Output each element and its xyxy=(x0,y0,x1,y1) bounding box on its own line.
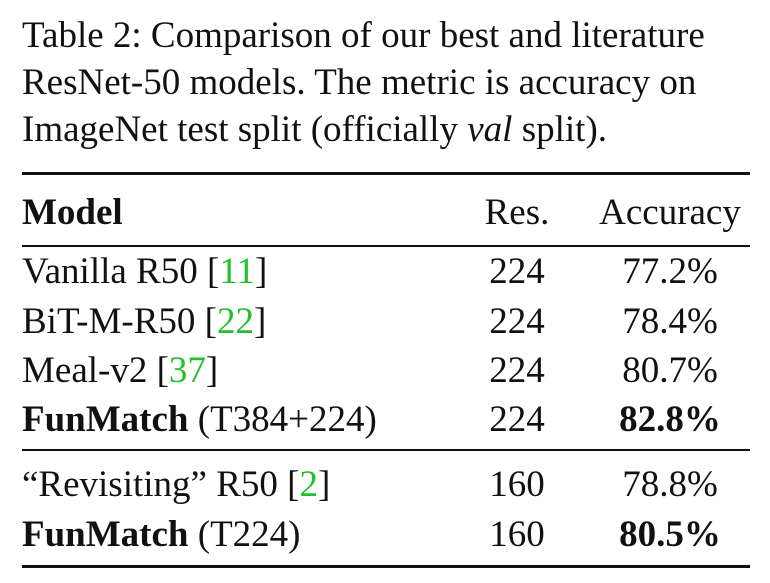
bracket-close: ] xyxy=(253,301,267,342)
citation-link[interactable]: 11 xyxy=(219,251,255,292)
model-cell: Vanilla R50 [11] xyxy=(22,248,267,296)
table-row: Meal-v2 [37] 224 80.7% xyxy=(22,347,750,395)
model-cell: “Revisiting” R50 [2] xyxy=(22,461,330,509)
group-rule xyxy=(22,449,750,451)
caption-line-1: Table 2: Comparison of our best and lite… xyxy=(22,15,705,56)
res-cell: 224 xyxy=(489,251,545,292)
caption-line-3: ImageNet test split (officially val spli… xyxy=(22,106,762,153)
accuracy-cell-best: 82.8% xyxy=(619,399,721,440)
top-rule xyxy=(22,172,750,175)
accuracy-cell: 80.7% xyxy=(622,350,718,391)
table-caption: Table 2: Comparison of our best and lite… xyxy=(22,12,762,153)
header-model: Model xyxy=(22,192,123,233)
res-cell: 160 xyxy=(489,514,545,555)
bracket-close: ] xyxy=(205,350,219,391)
bottom-rule xyxy=(22,565,750,568)
citation-link[interactable]: 37 xyxy=(168,350,206,391)
citation-link[interactable]: 2 xyxy=(299,464,318,505)
bracket-close: ] xyxy=(254,251,268,292)
model-name: BiT-M-R50 [ xyxy=(22,301,217,342)
bracket-close: ] xyxy=(317,464,331,505)
model-name: “Revisiting” R50 [ xyxy=(22,464,300,505)
caption-line-3-post: split). xyxy=(512,109,608,150)
accuracy-cell: 78.4% xyxy=(622,301,718,342)
accuracy-cell: 78.8% xyxy=(622,464,718,505)
table-row: FunMatch (T224) 160 80.5% xyxy=(22,511,750,559)
res-cell: 224 xyxy=(489,350,545,391)
caption-line-3-pre: ImageNet test split (officially xyxy=(22,109,468,150)
citation-link[interactable]: 22 xyxy=(216,301,254,342)
header-accuracy: Accuracy xyxy=(599,192,741,233)
res-cell: 160 xyxy=(489,464,545,505)
model-name-bold: FunMatch xyxy=(22,399,189,440)
model-variant: (T384+224) xyxy=(188,399,377,440)
header-res: Res. xyxy=(484,192,550,233)
model-cell: Meal-v2 [37] xyxy=(22,347,218,395)
header-rule xyxy=(22,245,750,247)
model-variant: (T224) xyxy=(188,514,301,555)
table-row: FunMatch (T384+224) 224 82.8% xyxy=(22,396,750,444)
model-cell: BiT-M-R50 [22] xyxy=(22,298,266,346)
model-cell: FunMatch (T384+224) xyxy=(22,396,377,444)
model-name: Meal-v2 [ xyxy=(22,350,169,391)
table-row: BiT-M-R50 [22] 224 78.4% xyxy=(22,298,750,346)
caption-line-2: ResNet-50 models. The metric is accuracy… xyxy=(22,62,697,103)
model-cell: FunMatch (T224) xyxy=(22,511,301,559)
accuracy-cell: 77.2% xyxy=(622,251,718,292)
res-cell: 224 xyxy=(489,399,545,440)
table-row: Vanilla R50 [11] 224 77.2% xyxy=(22,248,750,296)
caption-val-italic: val xyxy=(467,109,513,150)
model-name: Vanilla R50 [ xyxy=(22,251,220,292)
table-row: “Revisiting” R50 [2] 160 78.8% xyxy=(22,461,750,509)
header-row: Model Res. Accuracy xyxy=(22,189,750,237)
res-cell: 224 xyxy=(489,301,545,342)
accuracy-cell-best: 80.5% xyxy=(619,514,721,555)
model-name-bold: FunMatch xyxy=(22,514,189,555)
